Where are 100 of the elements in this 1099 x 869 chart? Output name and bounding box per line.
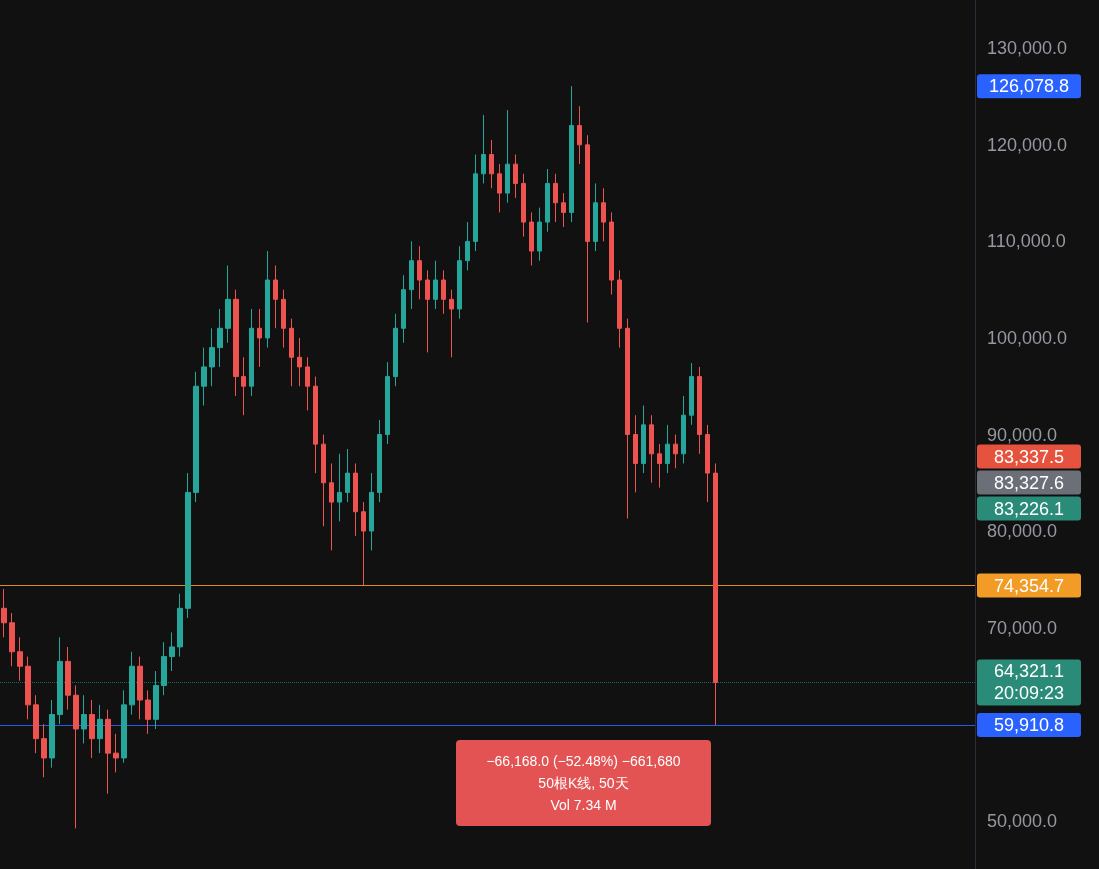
candlestick [313, 376, 318, 474]
text: 83,226.1 [993, 498, 1065, 519]
candlestick [457, 245, 462, 320]
ref-line-label: 59,910.8 [993, 715, 1065, 736]
candlestick [681, 395, 686, 464]
candlestick [577, 105, 582, 165]
candlestick [137, 656, 143, 720]
candlestick [689, 362, 694, 426]
candlestick [529, 211, 534, 267]
candlestick [289, 318, 294, 387]
candlestick [625, 318, 630, 519]
candlestick [361, 501, 366, 586]
y-tick-label: 80,000.0 [987, 521, 1058, 542]
candlestick [337, 453, 342, 522]
candlestick [641, 405, 646, 474]
candlestick [617, 269, 622, 349]
candlestick [425, 269, 430, 353]
candlestick [449, 289, 454, 358]
candlestick [113, 733, 119, 773]
candlestick [377, 419, 382, 503]
candlestick [345, 448, 350, 503]
candlestick [481, 114, 486, 184]
candlestick [673, 434, 678, 469]
candlestick [97, 704, 103, 754]
candlestick [1, 588, 7, 638]
candlestick [593, 182, 598, 252]
candlestick [473, 153, 478, 252]
candlestick [281, 289, 286, 349]
candlestick [121, 689, 127, 764]
candlestick [241, 356, 246, 416]
candlestick [17, 636, 23, 682]
candlestick [489, 139, 494, 189]
candlestick [201, 347, 207, 407]
candlestick [9, 612, 15, 667]
candlestick [537, 207, 542, 262]
candlestick [57, 636, 63, 725]
candlestick [73, 685, 79, 829]
candlestick [521, 173, 526, 238]
candlestick [177, 593, 183, 658]
ref-line-label: 74,354.7 [993, 575, 1065, 596]
candlestick [505, 109, 510, 204]
candlestick [649, 414, 654, 484]
candlestick [105, 709, 111, 795]
y-tick-label: 130,000.0 [987, 38, 1068, 59]
candlestick [33, 694, 39, 754]
candlestick [513, 153, 518, 199]
candlestick [665, 424, 670, 474]
candlestick [385, 361, 390, 445]
y-tick-label: 70,000.0 [987, 617, 1058, 638]
candlestick [633, 414, 638, 493]
candlestick [321, 434, 326, 527]
candlestick [89, 699, 95, 759]
text: 126,078.8 [988, 76, 1070, 97]
candlestick [209, 327, 215, 387]
candlestick [553, 173, 558, 223]
candlestick [153, 670, 159, 730]
candlestick [705, 424, 710, 503]
annotation: −66,168.0 (−52.48%) −661,680 50根K线, 50天 Vol 7.34 M [485, 752, 682, 815]
candlestick [225, 265, 231, 344]
candlestick [657, 443, 662, 489]
candlestick [81, 694, 87, 744]
text: 83,337.5 [993, 446, 1065, 467]
candlestick [129, 651, 135, 716]
text: 83,327.6 [993, 472, 1065, 493]
candlestick [257, 308, 262, 368]
candlestick [273, 265, 278, 329]
candlestick [393, 313, 398, 387]
candlestick [329, 462, 334, 551]
y-tick-label: 110,000.0 [987, 231, 1066, 252]
ref-line-label: 64,321.1 20:09:23 [993, 661, 1065, 704]
candlestick [193, 371, 199, 503]
candlestick [217, 308, 223, 368]
candlestick [545, 168, 550, 233]
candlestick [233, 289, 239, 397]
candlestick [409, 240, 414, 310]
candlestick [561, 192, 566, 228]
candlestick [49, 699, 55, 769]
candlestick [569, 85, 574, 223]
candlestick [169, 631, 175, 672]
measure-label: −66,168.0 (−52.48%) −661,680 50根K线, 50天 Vol 7.34 M [456, 740, 711, 826]
y-tick-label: 100,000.0 [987, 327, 1068, 348]
candlestick [249, 308, 254, 397]
y-tick-label: 50,000.0 [987, 810, 1058, 831]
candlestick [369, 472, 374, 551]
candlestick [297, 337, 302, 387]
candlestick [265, 250, 270, 349]
candlestick [25, 656, 31, 720]
candlestick [433, 260, 438, 310]
candlestick [145, 689, 151, 735]
candlestick [353, 462, 358, 537]
candlestick [185, 472, 191, 619]
candlestick [65, 646, 71, 711]
candlestick [441, 269, 446, 315]
candlestick [401, 274, 406, 344]
candlestick [697, 366, 702, 455]
candlestick [601, 187, 606, 242]
candlestick [497, 163, 502, 213]
candlestick [417, 245, 422, 300]
candlestick [713, 462, 718, 726]
y-tick-label: 90,000.0 [987, 424, 1058, 445]
